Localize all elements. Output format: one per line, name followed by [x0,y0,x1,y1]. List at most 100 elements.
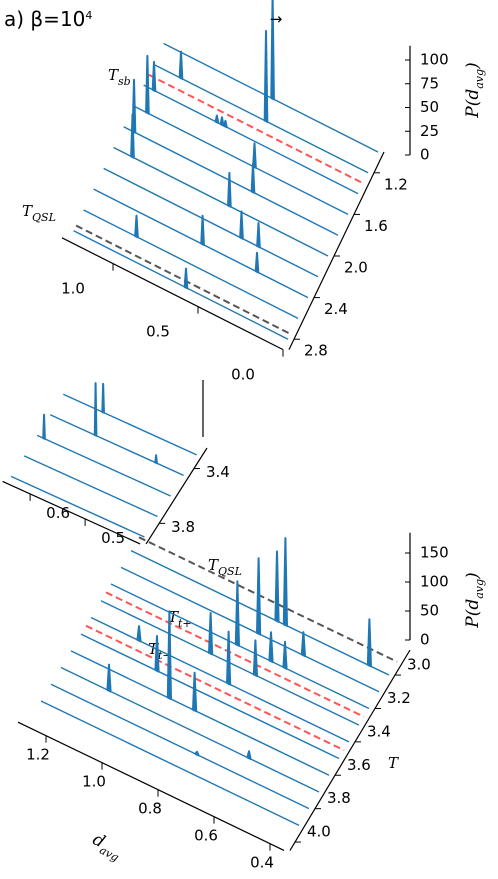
marker-label-sub: QSL [32,211,56,224]
ridge [83,209,299,320]
peak [93,382,98,437]
peak [42,413,46,440]
ridge [110,583,370,710]
y-axis [145,447,208,545]
y-axis [288,151,385,350]
marker-label: TQSL [208,556,242,578]
peak [252,142,257,169]
z-tick-label: 50 [420,98,439,116]
x-tick-label: 0.6 [46,504,70,522]
peak [136,625,142,643]
y-tick-label: 3.8 [171,518,195,536]
marker-label: TQSL [22,202,56,224]
z-label-end: ) [463,572,483,580]
peak [219,116,225,127]
ridge [50,683,310,810]
peak [154,454,158,465]
z-tick-label: 100 [420,51,449,69]
marker-line [75,224,291,335]
peak [268,631,274,663]
peak [254,251,260,274]
x-tick-label: 0.6 [194,827,218,845]
peak [252,639,258,677]
z-label: P(davg) [463,572,486,628]
x-tick-label: 1.2 [26,746,50,764]
peak [223,119,228,129]
peak [106,663,112,693]
ridge [143,84,359,195]
marker-label-main: T [168,608,179,626]
peak [178,50,184,80]
y-tick-label: 3.4 [367,722,391,740]
marker-label-main: T [208,556,219,574]
peak [154,635,160,673]
z-label-end: ) [463,62,483,70]
peak [256,221,261,249]
y-tick-label: 2.4 [324,300,348,318]
peak [282,537,288,627]
y-label: T [388,754,399,772]
ridge [133,105,349,216]
peak [227,171,232,208]
peak [270,0,275,101]
peak [194,750,200,757]
z-tick-label: 0 [420,146,430,164]
z-tick-label: 75 [420,74,439,92]
x-axis [2,480,141,545]
peak [183,267,189,290]
peak [208,612,214,656]
marker-label-main: T [22,202,33,220]
y-tick-label: 3.8 [327,789,351,807]
y-tick-label: 1.6 [364,217,388,235]
panel-title-sup: 4 [85,9,92,22]
ridge [80,633,340,760]
ridge [113,146,329,257]
z-label: P(davg) [463,62,486,118]
peak [192,671,198,713]
peak [239,210,244,240]
ridge [70,650,330,776]
z-label-main: P(d [463,599,483,629]
peak [263,29,269,123]
peak [200,214,205,246]
peak [282,640,288,670]
marker-line [105,591,365,718]
marker-line [148,73,364,185]
ridge [23,455,158,518]
marker-label-main: T [108,66,119,84]
x-tick-label: 0.8 [138,800,162,818]
marker-label-main: T [148,640,159,658]
ridge [120,566,380,693]
ridge [10,475,145,538]
z-tick-label: 0 [420,631,430,649]
marker-label: Tsb [108,66,131,88]
y-tick-label: 3.2 [387,689,411,707]
peak [274,550,280,623]
ridge [123,126,339,236]
peak [250,162,256,194]
y-tick-label: 3.6 [347,756,371,774]
x-tick-label: 0.4 [250,854,274,872]
ridge [60,666,320,793]
z-tick-label: 25 [420,122,439,140]
peak [134,214,139,239]
x-axis [17,721,285,851]
off-scale-arrow: → [270,10,283,28]
peak [246,750,252,760]
ridge [49,414,184,477]
panel-title-main: a) β=10 [4,7,85,31]
peak [256,557,262,636]
x-tick-label: 1.0 [61,280,85,298]
z-label-sub: avg [473,69,486,89]
marker-line [138,536,398,663]
ridge [73,230,289,340]
peak [130,113,135,159]
y-tick-label: 2.8 [304,342,328,360]
peak [214,114,220,124]
ridge [36,434,171,497]
marker-label-sub: QSL [218,565,242,578]
peak [145,54,150,115]
marker-label: Tt+ [168,608,192,630]
peak [101,382,105,414]
z-tick-label: 100 [420,573,449,591]
